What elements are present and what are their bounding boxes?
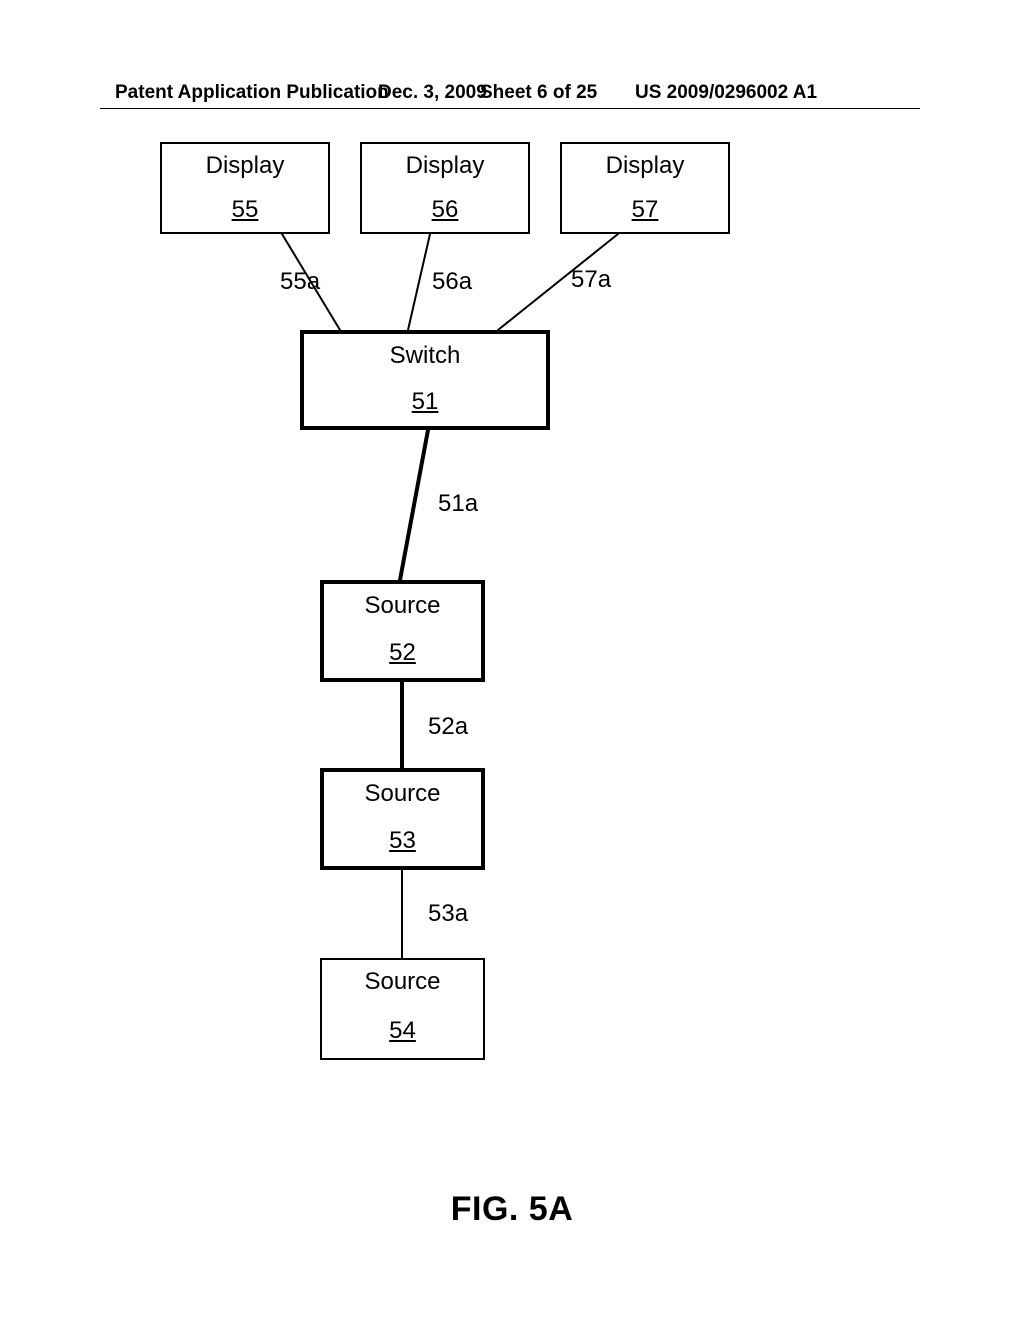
node-label: Display — [562, 152, 728, 180]
node-source53: Source 53 — [320, 768, 485, 870]
edge-label-56a: 56a — [432, 268, 472, 296]
node-ref: 57 — [562, 196, 728, 224]
node-ref: 56 — [362, 196, 528, 224]
node-ref: 55 — [162, 196, 328, 224]
node-display57: Display 57 — [560, 142, 730, 234]
node-display55: Display 55 — [160, 142, 330, 234]
edge-label-57a: 57a — [571, 266, 611, 294]
node-source54: Source 54 — [320, 958, 485, 1060]
edge-label-52a: 52a — [428, 713, 468, 741]
node-label: Source — [322, 968, 483, 996]
node-switch51: Switch 51 — [300, 330, 550, 430]
edge-label-53a: 53a — [428, 900, 468, 928]
edge-display56-switch51 — [408, 234, 430, 330]
node-label: Switch — [304, 342, 546, 370]
node-ref: 51 — [304, 388, 546, 416]
page: Patent Application Publication Dec. 3, 2… — [0, 0, 1024, 1320]
edge-label-55a: 55a — [280, 268, 320, 296]
node-ref: 53 — [324, 827, 481, 855]
node-display56: Display 56 — [360, 142, 530, 234]
node-label: Source — [324, 592, 481, 620]
figure-caption: FIG. 5A — [0, 1190, 1024, 1229]
edge-label-51a: 51a — [438, 490, 478, 518]
node-source52: Source 52 — [320, 580, 485, 682]
node-ref: 54 — [322, 1017, 483, 1045]
edge-switch51-source52 — [400, 430, 428, 580]
node-ref: 52 — [324, 639, 481, 667]
node-label: Display — [162, 152, 328, 180]
node-label: Source — [324, 780, 481, 808]
node-label: Display — [362, 152, 528, 180]
